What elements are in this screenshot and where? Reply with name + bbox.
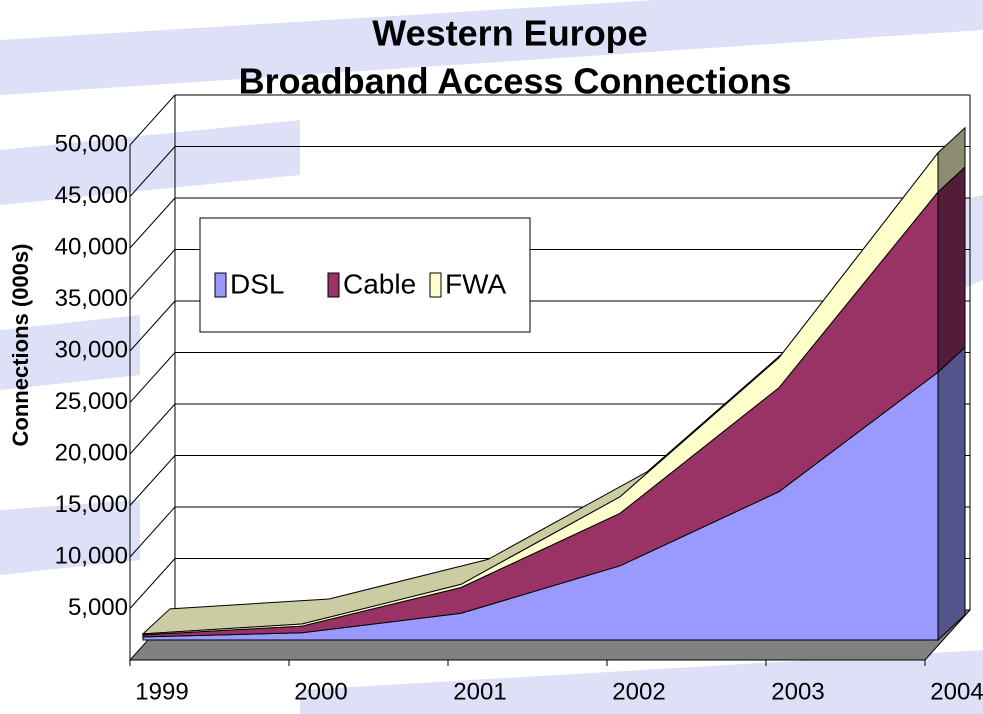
x-tick-label: 2002	[612, 678, 665, 705]
x-tick-label: 2004	[930, 678, 983, 705]
area-side	[937, 346, 966, 642]
y-tick-label: 25,000	[55, 388, 128, 415]
x-tick-label: 1999	[135, 678, 188, 705]
chart-title: Western Europe	[372, 13, 647, 54]
legend-swatch	[429, 272, 442, 298]
y-tick-label: 20,000	[55, 439, 128, 466]
x-tick-label: 2000	[294, 678, 347, 705]
legend-label: DSL	[230, 268, 284, 299]
legend-swatch	[214, 272, 227, 298]
x-tick-label: 2003	[771, 678, 824, 705]
y-tick-label: 10,000	[55, 542, 128, 569]
plot	[128, 94, 972, 666]
grid-line	[129, 94, 176, 146]
legend-label: Cable	[343, 268, 416, 299]
legend-swatch	[327, 272, 340, 298]
y-tick-label: 35,000	[55, 285, 128, 312]
grid-line	[129, 403, 176, 455]
grid-line	[129, 506, 176, 558]
y-tick-label: 5,000	[68, 594, 128, 621]
x-tick-label: 2001	[453, 678, 506, 705]
chart-title: Broadband Access Connections	[239, 61, 792, 102]
y-tick-label: 50,000	[55, 130, 128, 157]
y-tick-label: 45,000	[55, 182, 128, 209]
grid-line	[129, 249, 176, 300]
grid-line	[129, 300, 176, 352]
area-side	[937, 165, 966, 374]
y-tick-label: 15,000	[55, 491, 128, 518]
grid-line	[129, 146, 176, 197]
legend-label: FWA	[445, 268, 506, 299]
grid-line	[129, 197, 176, 249]
y-axis-title: Connections (000s)	[8, 244, 33, 447]
grid-line	[129, 455, 176, 506]
grid-line	[129, 558, 176, 609]
legend-box	[199, 217, 531, 333]
y-tick-label: 40,000	[55, 233, 128, 260]
grid-line	[129, 352, 176, 403]
legend: DSL Cable FWA	[199, 217, 531, 333]
y-tick-label: 30,000	[55, 336, 128, 363]
area	[142, 151, 939, 636]
